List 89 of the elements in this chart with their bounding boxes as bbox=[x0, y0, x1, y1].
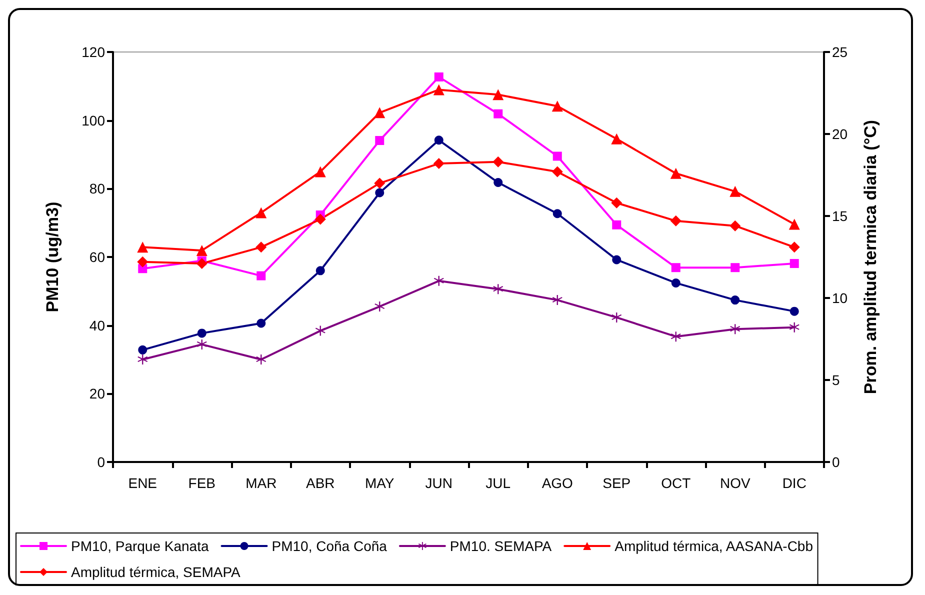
point bbox=[256, 318, 266, 328]
point bbox=[138, 345, 148, 354]
point bbox=[730, 263, 740, 272]
point bbox=[788, 218, 800, 230]
y2-tick-label: 5 bbox=[832, 372, 840, 388]
point bbox=[196, 339, 207, 350]
x-tick-label: ABR bbox=[306, 475, 335, 491]
y2-tick-label: 10 bbox=[832, 290, 848, 306]
point bbox=[315, 326, 326, 336]
legend-label: Amplitud térmica, AASANA-Cbb bbox=[614, 538, 814, 554]
point bbox=[671, 278, 680, 288]
y2-tick-label: 25 bbox=[832, 44, 848, 60]
x-tick-label: NOV bbox=[720, 475, 751, 491]
point bbox=[790, 258, 799, 268]
y2-tick-label: 20 bbox=[832, 126, 848, 142]
point bbox=[433, 84, 444, 96]
point bbox=[552, 166, 563, 178]
x-tick-label: OCT bbox=[661, 475, 692, 491]
point bbox=[374, 302, 385, 312]
point bbox=[789, 322, 800, 332]
x-tick-label: SEP bbox=[602, 475, 631, 491]
point bbox=[493, 284, 504, 294]
point bbox=[374, 178, 386, 189]
point bbox=[494, 109, 503, 118]
y-tick-label: 40 bbox=[89, 317, 106, 334]
x-tick-label: FEB bbox=[188, 475, 216, 491]
point bbox=[197, 328, 206, 338]
point bbox=[612, 220, 622, 230]
legend-label: PM10, Parque Kanata bbox=[71, 538, 209, 554]
y2-tick-label: 15 bbox=[832, 208, 848, 224]
point bbox=[433, 158, 444, 170]
point bbox=[316, 266, 325, 276]
point bbox=[196, 244, 208, 256]
point bbox=[256, 207, 267, 218]
point bbox=[434, 136, 444, 145]
y-tick-label: 80 bbox=[89, 180, 106, 197]
point bbox=[730, 324, 740, 334]
point bbox=[552, 209, 562, 218]
x-tick-label: JUL bbox=[486, 475, 511, 491]
point bbox=[138, 354, 148, 364]
point bbox=[612, 312, 622, 322]
point bbox=[552, 100, 563, 112]
y-tick-label: 120 bbox=[82, 44, 106, 60]
point bbox=[256, 354, 266, 364]
point bbox=[434, 276, 444, 286]
point bbox=[374, 107, 386, 118]
legend-label: Amplitud térmica, SEMAPA bbox=[71, 564, 242, 580]
point bbox=[375, 136, 384, 145]
point bbox=[612, 255, 622, 264]
point bbox=[552, 295, 562, 306]
point bbox=[492, 156, 504, 168]
y2-axis-title: Prom. amplitud termica diaria (°C) bbox=[861, 120, 880, 394]
point bbox=[256, 242, 267, 253]
point bbox=[137, 242, 148, 253]
x-tick-label: MAY bbox=[364, 475, 395, 491]
point bbox=[730, 220, 741, 232]
point bbox=[494, 178, 503, 188]
x-tick-label: ENE bbox=[128, 475, 158, 491]
point bbox=[492, 89, 504, 100]
x-tick-label: JUN bbox=[425, 475, 452, 491]
y-tick-label: 0 bbox=[97, 454, 106, 470]
y-tick-label: 20 bbox=[89, 386, 106, 402]
point bbox=[375, 188, 384, 198]
point bbox=[788, 242, 800, 253]
point bbox=[552, 152, 562, 161]
x-tick-label: DIC bbox=[782, 475, 806, 491]
point bbox=[314, 214, 326, 225]
point bbox=[730, 186, 741, 197]
point bbox=[256, 271, 266, 280]
point bbox=[314, 166, 326, 178]
legend-label: PM10, Coña Coña bbox=[272, 538, 388, 554]
x-tick-label: MAR bbox=[246, 475, 277, 491]
point bbox=[137, 256, 148, 268]
y-axis-title: PM10 (ug/m3) bbox=[43, 202, 62, 312]
x-tick-label: AGO bbox=[542, 475, 574, 491]
point bbox=[670, 168, 682, 179]
y2-tick-label: 0 bbox=[832, 454, 840, 470]
point bbox=[611, 197, 622, 208]
point bbox=[730, 296, 740, 305]
point bbox=[611, 133, 622, 144]
legend-label: PM10. SEMAPA bbox=[450, 538, 552, 554]
y-tick-label: 100 bbox=[82, 112, 106, 128]
point bbox=[790, 306, 799, 316]
point bbox=[196, 258, 208, 270]
point bbox=[434, 72, 444, 82]
point bbox=[670, 332, 681, 342]
point bbox=[671, 263, 680, 272]
y-tick-label: 60 bbox=[89, 249, 106, 265]
point bbox=[670, 215, 682, 226]
